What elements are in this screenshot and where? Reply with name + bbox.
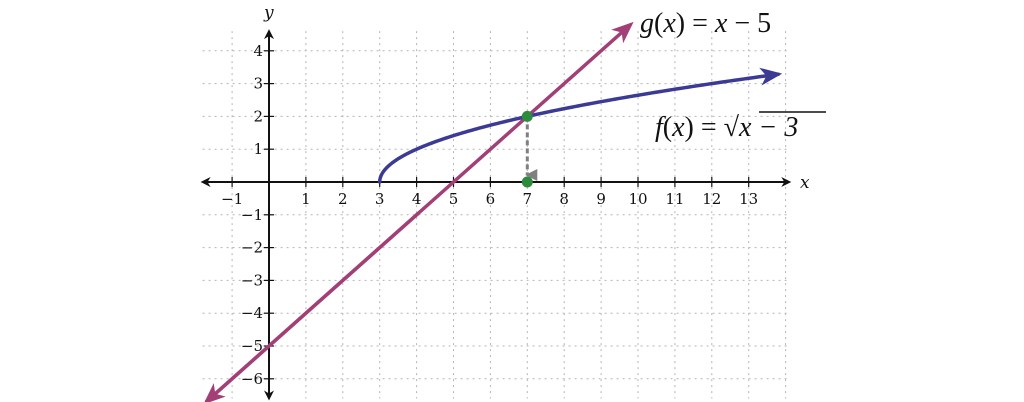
intersection-point [521, 110, 533, 122]
x-tick-label: −1 [221, 190, 243, 208]
x-tick-label: 9 [596, 190, 606, 208]
x-tick-label: 8 [559, 190, 569, 208]
g-label-name: g [640, 8, 654, 39]
x-tick-label: 11 [665, 190, 684, 208]
y-tick-label: −5 [241, 337, 263, 355]
x-tick-label: 7 [523, 190, 533, 208]
f-label-open: ( [663, 112, 672, 143]
g-label-eq: = [685, 8, 715, 39]
g-label-rest: − 5 [727, 8, 771, 39]
series [203, 21, 783, 402]
y-tick-label: −6 [241, 370, 263, 388]
x-tick-label: 13 [739, 190, 758, 208]
f-function-label: f(x) = √x − 3 [655, 112, 798, 143]
f-label-close: ) [685, 112, 694, 143]
y-tick-label: 4 [253, 42, 263, 60]
y-axis-label: y [263, 3, 274, 23]
g-line-backward [203, 211, 420, 402]
x-axis-label: x [800, 173, 810, 193]
y-tick-label: −3 [241, 271, 263, 289]
g-label-x: x [714, 8, 728, 39]
f-label-radicand: x − 3 [738, 112, 798, 143]
x-tick-label: 10 [628, 190, 647, 208]
points [521, 110, 533, 188]
y-tick-label: −2 [241, 239, 263, 257]
intersection-point [521, 176, 533, 188]
x-tick-label: 3 [375, 190, 385, 208]
x-tick-label: 6 [486, 190, 496, 208]
y-tick-label: −1 [241, 206, 263, 224]
f-label-var: x [671, 112, 685, 143]
y-tick-label: 3 [253, 75, 263, 93]
grid [202, 31, 790, 399]
g-function-label: g(x) = x − 5 [640, 8, 771, 39]
f-curve [377, 67, 783, 184]
x-tick-label: 1 [301, 190, 311, 208]
g-label-close: ) [676, 8, 685, 39]
f-label-radical: √ [724, 112, 740, 143]
g-label-open: ( [654, 8, 663, 39]
f-label-eq: = [694, 112, 724, 143]
x-tick-label: 5 [449, 190, 459, 208]
y-tick-label: 1 [253, 140, 263, 158]
x-tick-label: 2 [338, 190, 348, 208]
y-tick-label: 2 [253, 107, 263, 125]
y-tick-label: −4 [241, 304, 263, 322]
f-label-name: f [655, 112, 666, 143]
x-tick-label: 4 [412, 190, 422, 208]
x-tick-label: 12 [702, 190, 721, 208]
g-label-var: x [662, 8, 676, 39]
